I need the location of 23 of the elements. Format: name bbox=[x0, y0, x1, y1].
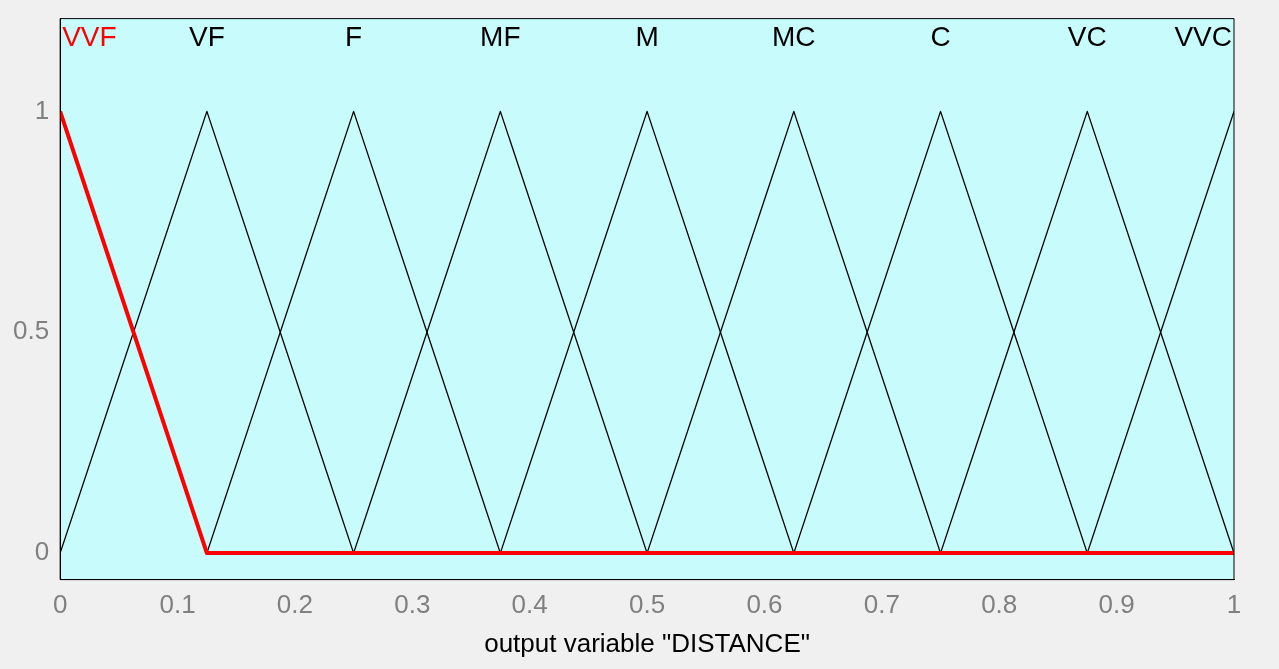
y-tick-label: 1 bbox=[34, 94, 50, 125]
x-tick-label: 0.1 bbox=[159, 589, 196, 620]
text: VVC bbox=[1174, 21, 1232, 53]
text: MF bbox=[480, 21, 521, 53]
text: F bbox=[345, 21, 363, 53]
text: VVF bbox=[62, 21, 117, 53]
x-tick-label: 0.4 bbox=[511, 589, 548, 620]
y-tick-label: 0 bbox=[34, 536, 50, 567]
text: VC bbox=[1067, 21, 1107, 53]
x-axis-title: output variable "DISTANCE" bbox=[484, 627, 810, 658]
x-tick-label: 0.9 bbox=[1098, 589, 1135, 620]
x-tick-label: 0.8 bbox=[981, 589, 1018, 620]
x-tick-label: 0.2 bbox=[276, 589, 313, 620]
text: M bbox=[635, 21, 659, 53]
text: VF bbox=[188, 21, 225, 53]
y-tick-label: 0.5 bbox=[12, 315, 50, 346]
x-tick-label: 0.5 bbox=[628, 589, 666, 620]
x-tick-label: 0.7 bbox=[863, 589, 900, 620]
text: C bbox=[930, 21, 951, 53]
text: MC bbox=[772, 21, 816, 53]
x-tick-label: 1 bbox=[1226, 589, 1242, 620]
x-tick-label: 0.3 bbox=[394, 589, 431, 620]
x-tick-label: 0.6 bbox=[746, 589, 783, 620]
